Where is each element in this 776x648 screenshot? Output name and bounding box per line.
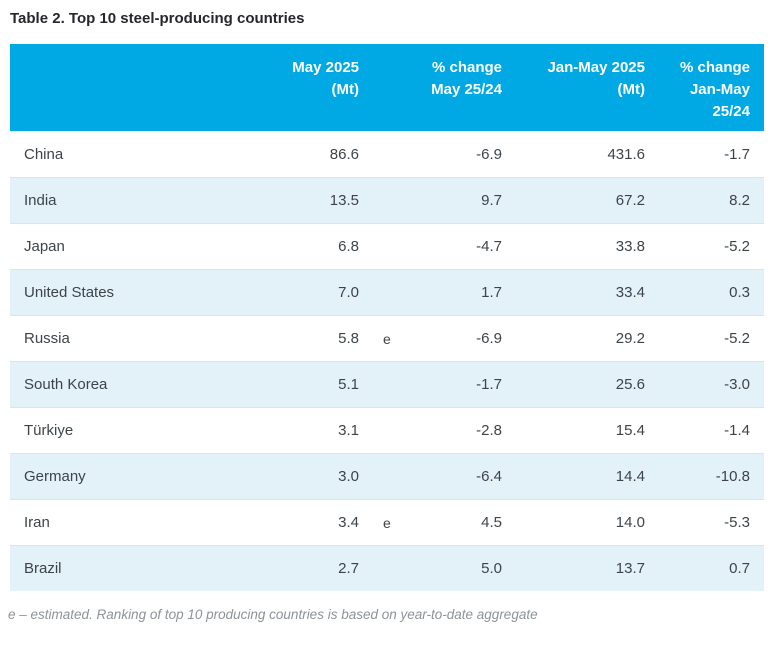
cell-pct-change-janmay: -3.0 — [724, 376, 750, 393]
cell-may-value: 5.1 — [338, 376, 359, 393]
cell-pct-change-may: 9.7 — [481, 192, 502, 209]
cell-pct-change-may: -1.7 — [476, 376, 502, 393]
cell-estimated-flag: e — [383, 330, 391, 347]
cell-pct-change-may: 5.0 — [481, 560, 502, 577]
cell-country: Japan — [24, 238, 65, 255]
header-cell-janmay-2025: Jan-May 2025 (Mt) — [502, 57, 645, 131]
header-line: May 25/24 — [431, 81, 502, 98]
table-row-china: China 86.6 -6.9 431.6 -1.7 — [10, 131, 764, 177]
header-cell-pct-change-may: % change May 25/24 — [395, 57, 502, 131]
cell-janmay-value: 25.6 — [615, 376, 645, 393]
table-row-russia: Russia 5.8 e -6.9 29.2 -5.2 — [10, 315, 764, 361]
table-row-south-korea: South Korea 5.1 -1.7 25.6 -3.0 — [10, 361, 764, 407]
cell-may-value: 13.5 — [329, 192, 359, 209]
cell-pct-change-janmay: -1.7 — [724, 145, 750, 163]
cell-may-value: 3.0 — [338, 468, 359, 485]
cell-country: Brazil — [24, 560, 62, 577]
table-title: Table 2. Top 10 steel-producing countrie… — [10, 10, 305, 27]
cell-janmay-value: 13.7 — [615, 560, 645, 577]
header-line: (Mt) — [617, 81, 645, 98]
table-row-germany: Germany 3.0 -6.4 14.4 -10.8 — [10, 453, 764, 499]
header-cell-estimated-flag — [359, 57, 395, 131]
header-line: % change — [431, 59, 502, 76]
footnote: e – estimated. Ranking of top 10 produci… — [8, 607, 538, 622]
cell-may-value: 6.8 — [338, 238, 359, 255]
cell-pct-change-may: 4.5 — [481, 514, 502, 531]
cell-janmay-value: 33.8 — [615, 238, 645, 255]
table-row-iran: Iran 3.4 e 4.5 14.0 -5.3 — [10, 499, 764, 545]
cell-estimated-flag: e — [383, 514, 391, 531]
cell-janmay-value: 14.0 — [615, 514, 645, 531]
table-row-japan: Japan 6.8 -4.7 33.8 -5.2 — [10, 223, 764, 269]
header-line: 25/24 — [712, 103, 750, 120]
cell-pct-change-janmay: 0.3 — [729, 284, 750, 301]
cell-may-value: 3.1 — [338, 422, 359, 439]
cell-may-value: 5.8 — [338, 330, 359, 347]
cell-may-value: 2.7 — [338, 560, 359, 577]
header-cell-may-2025: May 2025 (Mt) — [260, 57, 359, 131]
cell-may-value: 86.6 — [329, 145, 359, 163]
cell-pct-change-may: -6.4 — [476, 468, 502, 485]
cell-may-value: 7.0 — [338, 284, 359, 301]
cell-may-value: 3.4 — [338, 514, 359, 531]
cell-pct-change-may: -6.9 — [476, 330, 502, 347]
cell-janmay-value: 67.2 — [615, 192, 645, 209]
cell-pct-change-janmay: -5.2 — [724, 330, 750, 347]
cell-janmay-value: 29.2 — [615, 330, 645, 347]
cell-pct-change-janmay: -5.3 — [724, 514, 750, 531]
cell-country: Iran — [24, 514, 50, 531]
table-row-india: India 13.5 9.7 67.2 8.2 — [10, 177, 764, 223]
header-line: Jan-May 2025 — [547, 59, 645, 76]
cell-pct-change-may: 1.7 — [481, 284, 502, 301]
cell-pct-change-janmay: -5.2 — [724, 238, 750, 255]
table-row-united-states: United States 7.0 1.7 33.4 0.3 — [10, 269, 764, 315]
header-line: Jan-May — [689, 81, 750, 98]
cell-pct-change-may: -4.7 — [476, 238, 502, 255]
cell-country: South Korea — [24, 376, 108, 393]
header-line: May 2025 — [292, 59, 359, 76]
cell-pct-change-janmay: -1.4 — [724, 422, 750, 439]
header-cell-pct-change-janmay: % change Jan-May 25/24 — [645, 57, 750, 131]
header-cell-country — [10, 57, 260, 131]
cell-pct-change-janmay: 0.7 — [729, 560, 750, 577]
page: Table 2. Top 10 steel-producing countrie… — [0, 9, 776, 648]
cell-country: Türkiye — [24, 422, 74, 439]
cell-janmay-value: 431.6 — [607, 145, 645, 163]
cell-country: Germany — [24, 468, 86, 485]
cell-country: China — [24, 145, 64, 163]
table-row-turkiye: Türkiye 3.1 -2.8 15.4 -1.4 — [10, 407, 764, 453]
table-header-row: May 2025 (Mt) % change May 25/24 Jan-May… — [10, 44, 764, 131]
header-line: % change — [679, 59, 750, 76]
cell-pct-change-may: -6.9 — [476, 145, 502, 163]
steel-production-table: May 2025 (Mt) % change May 25/24 Jan-May… — [10, 44, 764, 591]
cell-janmay-value: 33.4 — [615, 284, 645, 301]
cell-country: Russia — [24, 330, 70, 347]
table-body: China 86.6 -6.9 431.6 -1.7 India 13.5 9.… — [10, 131, 764, 591]
table-row-brazil: Brazil 2.7 5.0 13.7 0.7 — [10, 545, 764, 591]
cell-country: United States — [24, 284, 115, 301]
header-line: (Mt) — [331, 81, 359, 98]
cell-country: India — [24, 192, 57, 209]
cell-janmay-value: 15.4 — [615, 422, 645, 439]
cell-pct-change-janmay: -10.8 — [715, 468, 750, 485]
cell-pct-change-may: -2.8 — [476, 422, 502, 439]
cell-janmay-value: 14.4 — [615, 468, 645, 485]
cell-pct-change-janmay: 8.2 — [729, 192, 750, 209]
